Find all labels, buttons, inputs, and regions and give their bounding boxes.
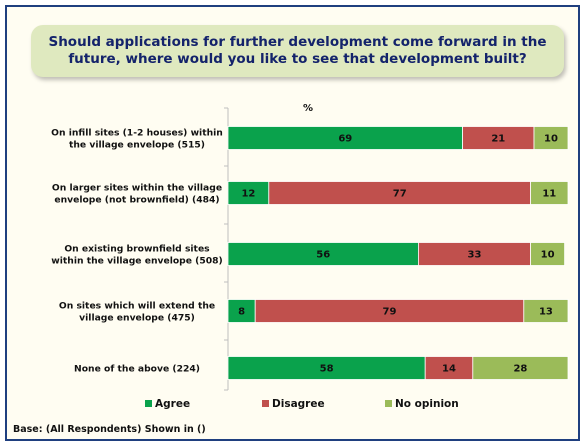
data-label: 10 <box>541 250 555 261</box>
category-label: On larger sites within the village <box>52 183 222 194</box>
data-label: 14 <box>442 364 456 375</box>
category-label: On existing brownfield sites <box>64 244 210 255</box>
data-label: 77 <box>393 189 407 200</box>
data-label: 33 <box>468 250 482 261</box>
data-label: 21 <box>491 134 505 145</box>
legend-swatch-disagree <box>262 400 269 407</box>
bar-no-opinion <box>472 356 569 380</box>
legend-label-disagree: Disagree <box>272 398 325 410</box>
base-footnote: Base: (All Respondents) Shown in () <box>13 424 206 435</box>
category-label: village envelope (475) <box>79 313 195 324</box>
legend-swatch-agree <box>145 400 152 407</box>
bar-no-opinion <box>530 242 565 266</box>
data-label: 79 <box>383 307 397 318</box>
chart-title: Should applications for further developm… <box>31 25 564 77</box>
data-label: 28 <box>513 364 527 375</box>
data-label: 8 <box>238 307 245 318</box>
category-label: On sites which will extend the <box>59 301 215 312</box>
category-label: within the village envelope (508) <box>51 256 223 267</box>
category-label: None of the above (224) <box>74 364 200 375</box>
data-label: 69 <box>338 134 352 145</box>
data-label: 58 <box>320 364 334 375</box>
data-label: 12 <box>241 189 255 200</box>
legend-label-agree: Agree <box>155 398 190 410</box>
legend-swatch-no-opinion <box>385 400 392 407</box>
category-label: the village envelope (515) <box>69 140 205 151</box>
data-label: 10 <box>544 134 558 145</box>
legend-label-no-opinion: No opinion <box>395 398 459 410</box>
data-label: 13 <box>539 307 553 318</box>
bar-no-opinion <box>533 126 569 150</box>
data-label: 56 <box>316 250 330 261</box>
bar-no-opinion <box>523 299 569 323</box>
bar-no-opinion <box>530 181 569 205</box>
data-label: 11 <box>542 189 556 200</box>
category-label: envelope (not brownfield) (484) <box>54 195 219 206</box>
percent-axis-label: % <box>303 103 313 114</box>
category-label: On infill sites (1-2 houses) within <box>51 128 223 139</box>
